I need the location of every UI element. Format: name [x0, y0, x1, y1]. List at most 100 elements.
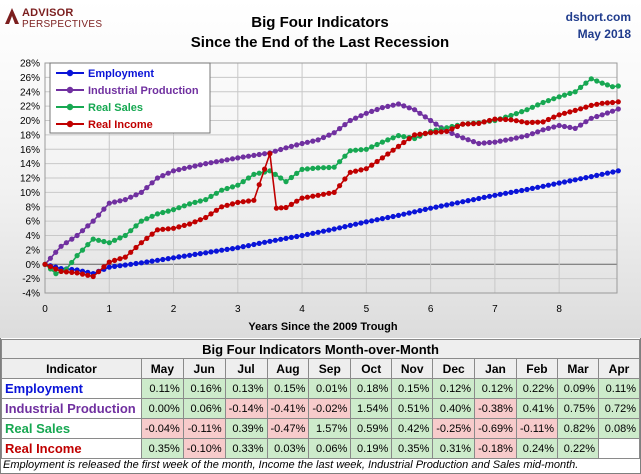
data-point: [262, 166, 268, 172]
data-point: [476, 120, 482, 126]
table-cell: 0.12%: [474, 378, 517, 399]
data-point: [492, 116, 498, 122]
data-point: [567, 178, 573, 184]
data-point: [213, 248, 219, 254]
data-point: [599, 112, 605, 118]
data-point: [294, 198, 300, 204]
data-point: [337, 183, 343, 189]
data-point: [535, 184, 541, 190]
data-point: [578, 122, 584, 128]
data-point: [256, 170, 262, 176]
data-point: [122, 232, 128, 239]
data-point: [272, 237, 278, 243]
data-point: [106, 200, 112, 206]
data-point: [213, 207, 219, 213]
table-cell: -0.02%: [308, 398, 352, 419]
data-point: [165, 170, 171, 176]
data-point: [112, 237, 118, 243]
data-point: [90, 218, 96, 224]
data-point: [181, 203, 187, 209]
data-point: [192, 219, 198, 225]
data-point: [90, 236, 96, 242]
data-point: [428, 205, 434, 211]
line-chart: -4% -2% 0% 2% 4% 6% 8% 10% 12% 14% 16% 18% 20% 22% 24%…: [20, 59, 621, 333]
data-point: [304, 166, 310, 172]
data-point: [556, 112, 562, 118]
data-point: [85, 272, 91, 278]
data-point: [358, 147, 364, 153]
data-point: [256, 240, 262, 246]
data-point: [433, 204, 439, 210]
data-point: [74, 270, 80, 276]
data-point: [401, 103, 407, 109]
header-month: Oct: [350, 358, 393, 379]
logo-line2: PERSPECTIVES: [22, 19, 103, 30]
table-cell: 0.35%: [140, 438, 184, 459]
table-cell: 0.72%: [598, 398, 640, 419]
legend: Employment Industrial Production Real Sale…: [49, 62, 211, 134]
data-point: [390, 147, 396, 153]
data-point: [561, 179, 568, 185]
x-tick-label: 3: [235, 304, 241, 315]
data-point: [358, 113, 364, 119]
data-point: [470, 121, 477, 127]
y-tick-label: 14%: [20, 159, 40, 170]
data-point: [545, 98, 552, 104]
data-point: [144, 259, 150, 265]
data-point: [412, 132, 418, 138]
data-point: [288, 143, 294, 149]
data-point: [240, 154, 246, 160]
data-point: [412, 209, 418, 215]
data-point: [337, 225, 343, 231]
data-point: [117, 198, 123, 204]
data-point: [240, 199, 246, 205]
data-point: [599, 100, 605, 106]
data-point: [320, 228, 327, 234]
data-point: [385, 214, 391, 221]
data-point: [529, 185, 536, 191]
data-point: [240, 244, 246, 250]
data-point: [385, 103, 391, 109]
data-point: [535, 102, 541, 108]
table-cell: 0.15%: [266, 378, 310, 399]
data-point: [229, 156, 236, 162]
table-cell: 0.03%: [266, 438, 310, 459]
data-point: [610, 169, 616, 175]
data-point: [337, 126, 343, 132]
table-cell: 0.11%: [140, 378, 184, 399]
data-point: [294, 170, 300, 176]
data-point: [481, 140, 487, 146]
data-point: [299, 140, 305, 147]
table-cell: 0.01%: [308, 378, 352, 399]
table-cell: 0.22%: [515, 378, 559, 399]
data-point: [278, 146, 284, 153]
data-point: [476, 195, 482, 202]
source-site: dshort.com: [565, 10, 631, 24]
data-point: [165, 256, 171, 262]
data-point: [444, 125, 450, 131]
data-point: [401, 211, 407, 217]
table-cell: 0.16%: [182, 378, 226, 399]
data-point: [519, 109, 525, 115]
y-tick-label: -2%: [22, 274, 40, 285]
data-point: [497, 138, 503, 144]
table-cell: 0.35%: [391, 438, 434, 459]
data-point: [245, 243, 252, 249]
data-point: [342, 153, 348, 159]
data-point: [176, 254, 182, 260]
data-point: [588, 115, 594, 121]
data-point: [481, 194, 487, 200]
data-point: [353, 221, 359, 227]
x-axis-label: Years Since the 2009 Trough: [248, 321, 397, 333]
data-point: [417, 208, 423, 214]
data-point: [385, 137, 391, 143]
table-cell: 0.15%: [391, 378, 434, 399]
data-point: [337, 159, 343, 165]
advisor-perspectives-logo: ADVISOR PERSPECTIVES: [4, 5, 114, 31]
data-point: [358, 220, 364, 226]
data-point: [133, 244, 139, 251]
chart-title-line2: Since the End of the Last Recession: [190, 34, 450, 51]
data-point: [63, 269, 69, 275]
data-point: [181, 222, 187, 228]
data-point: [187, 221, 193, 227]
